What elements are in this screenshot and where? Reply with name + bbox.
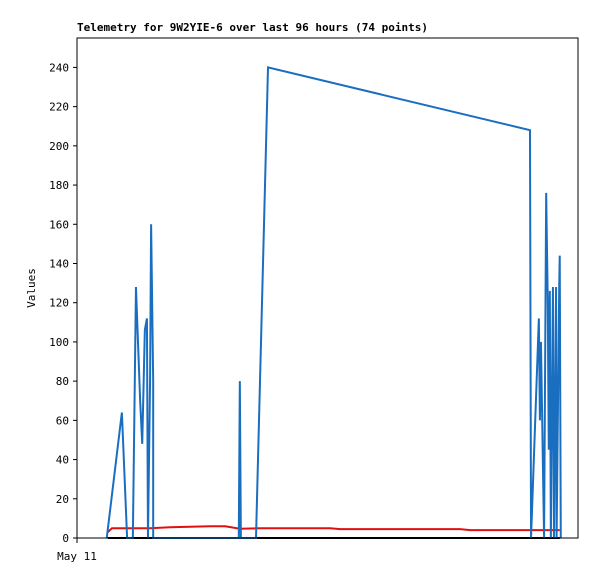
y-tick-label: 60: [56, 414, 69, 427]
y-tick-label: 180: [49, 179, 69, 192]
y-tick-label: 200: [49, 140, 69, 153]
y-tick-label: 0: [62, 532, 69, 545]
y-tick-label: 120: [49, 297, 69, 310]
y-tick-label: 20: [56, 493, 69, 506]
y-tick-label: 80: [56, 375, 69, 388]
chart-title: Telemetry for 9W2YIE-6 over last 96 hour…: [77, 21, 428, 34]
y-tick-label: 240: [49, 61, 69, 74]
y-tick-label: 140: [49, 257, 69, 270]
series-line: [105, 66, 562, 539]
y-tick-label: 160: [49, 218, 69, 231]
y-tick-label: 220: [49, 101, 69, 114]
y-tick-label: 40: [56, 454, 69, 467]
series-line: [107, 525, 560, 533]
y-tick-label: 100: [49, 336, 69, 349]
plot-frame: [76, 37, 579, 539]
y-axis-label: Values: [25, 268, 38, 308]
x-tick-label: May 11: [57, 550, 97, 563]
